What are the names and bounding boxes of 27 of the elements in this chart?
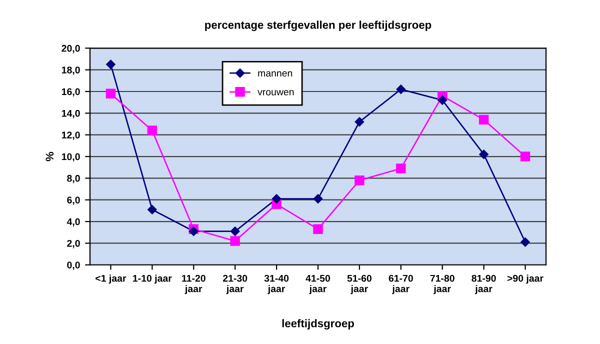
- y-tick-label: 4,0: [66, 218, 80, 227]
- y-tick-label: 14,0: [62, 110, 80, 118]
- y-tick-label: 18,0: [62, 66, 80, 75]
- y-tick-label: 12,0: [62, 132, 80, 140]
- x-tick-label: 11-20 jaar: [182, 274, 206, 294]
- y-tick-label: 8,0: [67, 174, 80, 184]
- legend-label: mannen: [258, 71, 292, 77]
- x-tick-label: 41-50 jaar: [306, 274, 330, 294]
- x-tick-label: 81-90 jaar: [472, 274, 496, 294]
- x-tick-label: 21-30 jaar: [222, 274, 248, 294]
- y-axis-title: %: [46, 152, 54, 162]
- x-tick-label: <1 jaar: [96, 274, 126, 284]
- x-tick-label: 51-60 jaar: [347, 274, 372, 294]
- y-tick-label: 0,0: [67, 262, 80, 270]
- x-tick-label: 61-70 jaar: [388, 274, 413, 294]
- x-tick-label: 31-40 jaar: [264, 274, 289, 294]
- x-tick-label: >90 jaar: [507, 274, 544, 284]
- chart-title: percentage sterfgevallen per leeftijdsgroep: [205, 20, 432, 32]
- y-tick-label: 10,0: [62, 153, 80, 162]
- x-tick-label: 1-10 jaar: [133, 274, 172, 284]
- y-tick-label: 2,0: [67, 240, 80, 248]
- x-tick-label: 71-80 jaar: [430, 274, 454, 294]
- x-axis-title: leeftijdsgroep: [282, 319, 354, 330]
- y-tick-label: 20,0: [62, 44, 80, 54]
- legend-label: vrouwen: [258, 90, 294, 96]
- y-tick-label: 6,0: [67, 196, 80, 205]
- y-tick-label: 16,0: [62, 88, 80, 97]
